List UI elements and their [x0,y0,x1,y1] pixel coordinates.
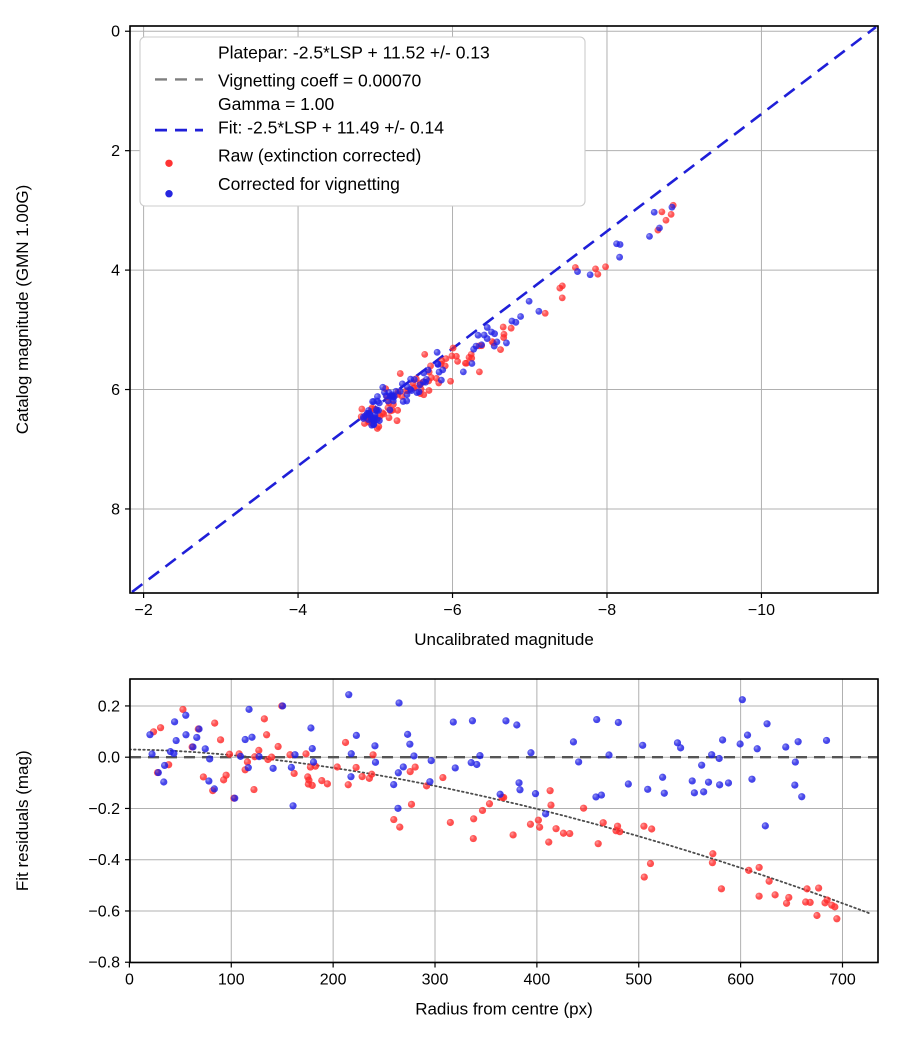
svg-text:−4: −4 [289,602,307,619]
svg-text:500: 500 [625,972,652,989]
svg-text:Fit: -2.5*LSP + 11.49 +/- 0.14: Fit: -2.5*LSP + 11.49 +/- 0.14 [218,117,444,137]
svg-text:Platepar: -2.5*LSP + 11.52 +/-: Platepar: -2.5*LSP + 11.52 +/- 0.13 [218,42,490,62]
svg-text:−0.2: −0.2 [88,801,120,818]
svg-text:400: 400 [524,972,551,989]
svg-text:0.0: 0.0 [98,750,120,767]
svg-text:600: 600 [727,972,754,989]
svg-text:0.2: 0.2 [98,698,120,715]
svg-text:Uncalibrated magnitude: Uncalibrated magnitude [414,630,594,649]
svg-text:Fit residuals (mag): Fit residuals (mag) [13,750,32,891]
svg-text:300: 300 [422,972,449,989]
svg-text:−8: −8 [598,602,616,619]
svg-text:Vignetting coeff = 0.00070: Vignetting coeff = 0.00070 [218,71,421,91]
svg-text:Catalog magnitude (GMN 1.00G): Catalog magnitude (GMN 1.00G) [13,185,32,434]
svg-text:−10: −10 [748,602,775,619]
svg-text:0: 0 [111,24,120,41]
svg-text:4: 4 [111,263,120,280]
svg-text:Gamma = 1.00: Gamma = 1.00 [218,94,335,114]
svg-text:−0.4: −0.4 [88,852,120,869]
svg-text:−6: −6 [443,602,461,619]
svg-text:−2: −2 [134,602,152,619]
svg-text:200: 200 [320,972,347,989]
svg-text:Corrected for vignetting: Corrected for vignetting [218,174,400,194]
svg-text:Raw (extinction corrected): Raw (extinction corrected) [218,146,421,166]
svg-text:6: 6 [111,382,120,399]
svg-text:−0.6: −0.6 [88,903,120,920]
svg-text:Radius from centre (px): Radius from centre (px) [415,1000,593,1019]
svg-text:2: 2 [111,143,120,160]
svg-text:100: 100 [218,972,245,989]
svg-text:−0.8: −0.8 [88,955,120,972]
svg-text:8: 8 [111,501,120,518]
svg-text:700: 700 [829,972,856,989]
svg-text:0: 0 [125,972,134,989]
